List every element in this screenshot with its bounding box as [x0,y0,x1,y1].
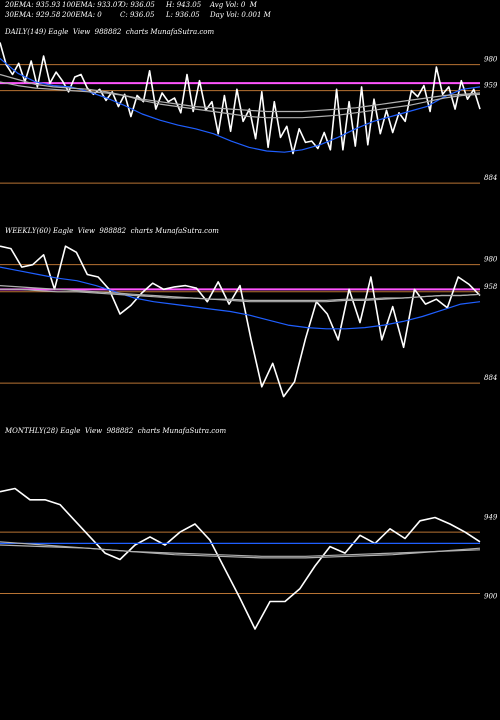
header-open: O: 936.05 [120,1,155,9]
header-ema30: 30EMA: 929.58 [5,11,61,19]
header-day-vol: Day Vol: 0.001 M [210,11,271,19]
header-close: C: 936.05 [120,11,155,19]
header-ema20: 20EMA: 935.93 [5,1,61,9]
weekly-series-line-1 [0,266,481,330]
daily-y-tick-label-2: 884 [484,174,497,182]
weekly-panel-label: WEEKLY(60) Eagle View 988882 charts Muna… [5,227,219,235]
weekly-series-line-0 [0,245,481,398]
weekly-y-tick-label-1: 958 [484,283,498,291]
header-avg-vol: Avg Vol: 0 M [210,1,257,9]
daily-series-line-1 [0,58,481,153]
monthly-y-tick-label-1: 900 [484,593,498,601]
header-high: H: 943.05 [166,1,202,9]
weekly-y-tick-label-2: 884 [484,374,497,382]
daily-y-tick-label-0: 980 [484,56,498,64]
weekly-y-tick-label-0: 980 [484,256,498,264]
header-low: L: 936.05 [166,11,200,19]
daily-series-line-2 [0,73,481,119]
daily-series-line-0 [0,42,481,155]
daily-series-line-3 [0,81,481,113]
daily-y-tick-label-1: 959 [484,82,498,90]
daily-panel-label: DAILY(149) Eagle View 988882 charts Muna… [5,28,215,36]
header-ema100: 100EMA: 933.07 [62,1,122,9]
weekly-series-line-3 [0,288,481,301]
monthly-series-line-0 [0,487,481,630]
monthly-y-tick-label-0: 949 [484,513,498,521]
header-ema200: 200EMA: 0 [62,11,102,19]
monthly-series-line-3 [0,544,481,557]
monthly-panel-label: MONTHLY(28) Eagle View 988882 charts Mun… [5,427,227,435]
